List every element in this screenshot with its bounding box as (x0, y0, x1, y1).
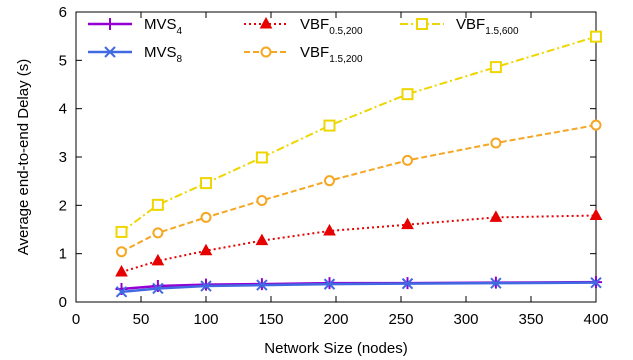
legend-entry: MVS8 (88, 44, 183, 65)
legend-marker (104, 18, 116, 30)
y-tick-label: 2 (59, 197, 67, 214)
legend-label: VBF1.5,600 (456, 16, 519, 37)
data-point (256, 195, 268, 206)
data-point (490, 277, 502, 289)
legend-marker (104, 46, 116, 58)
series-line (121, 124, 597, 253)
y-tick-label: 6 (59, 4, 67, 21)
x-tick-label: 150 (258, 311, 283, 328)
data-point (115, 264, 128, 277)
data-point (151, 280, 164, 293)
x-tick-label: 250 (388, 311, 413, 328)
y-tick-label: 4 (59, 101, 67, 118)
x-tick-label: 400 (583, 311, 608, 328)
data-point (152, 282, 164, 295)
x-tick-label: 200 (323, 311, 348, 328)
series-vbf0-5-200 (115, 208, 603, 277)
data-point (323, 119, 336, 132)
legend-marker (260, 46, 272, 58)
data-point (590, 276, 602, 289)
x-tick-label: 100 (193, 311, 218, 328)
data-point (401, 277, 414, 290)
legend-label: MVS4 (144, 16, 183, 37)
data-point (489, 210, 503, 222)
data-point (402, 154, 413, 166)
legend-entry: MVS4 (88, 16, 183, 37)
data-point (255, 233, 269, 246)
x-tick-label: 350 (518, 311, 543, 328)
x-tick-label: 50 (133, 311, 150, 328)
data-point (323, 278, 336, 290)
series-layer (115, 30, 603, 298)
legend-marker (259, 16, 273, 29)
data-point (401, 217, 414, 230)
legend-entry: VBF0.5,200 (244, 16, 363, 37)
x-axis-label: Network Size (nodes) (264, 340, 407, 357)
data-point (152, 227, 164, 239)
y-tick-label: 3 (59, 149, 67, 166)
series-vbf1-5-600 (115, 30, 602, 238)
data-point (589, 208, 603, 220)
legend-entry: VBF1.5,200 (244, 44, 363, 65)
data-point (324, 175, 335, 187)
axis-ticks: 0 50 100 150 200 250 300 350 400 0 1 2 3 4 5 6 (59, 4, 609, 328)
data-point (490, 137, 502, 149)
data-point (489, 61, 502, 74)
data-point (199, 243, 213, 256)
data-point (115, 225, 128, 238)
data-point (151, 198, 164, 211)
data-point (401, 88, 414, 101)
data-point (590, 30, 602, 43)
y-tick-label: 1 (59, 246, 67, 263)
y-axis-label: Average end-to-end Delay (s) (15, 59, 32, 256)
series-line (121, 214, 597, 273)
data-point (200, 177, 212, 190)
series-mvs8 (115, 276, 602, 298)
legend-label: VBF0.5,200 (300, 16, 363, 37)
data-point (323, 223, 336, 236)
legend-label: MVS8 (144, 44, 183, 65)
x-tick-label: 0 (72, 311, 80, 328)
x-tick-label: 300 (453, 311, 478, 328)
data-point (255, 151, 268, 164)
data-point (115, 286, 128, 298)
series-mvs4 (115, 276, 602, 295)
series-vbf1-5-200 (116, 119, 602, 258)
data-point (116, 246, 127, 258)
data-point (200, 278, 212, 291)
y-tick-label: 5 (59, 52, 67, 69)
legend-marker (416, 18, 428, 30)
data-point (256, 279, 268, 291)
data-point (590, 119, 602, 131)
data-point (200, 280, 212, 292)
series-line (121, 281, 597, 294)
series-line (120, 35, 597, 233)
legend: MVS4 MVS8 VBF0.5,200 VBF1.5,200 VBF1.5,600 (88, 16, 519, 65)
y-tick-label: 0 (59, 294, 67, 311)
data-point (151, 253, 165, 266)
legend-entry: VBF1.5,600 (400, 16, 519, 37)
data-point (200, 211, 212, 223)
legend-label: VBF1.5,200 (300, 44, 363, 65)
